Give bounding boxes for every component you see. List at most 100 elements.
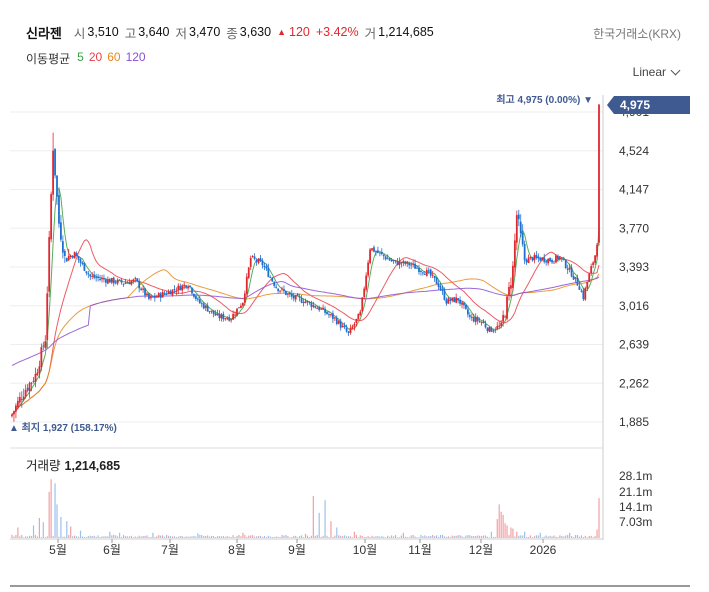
candle <box>486 327 489 332</box>
volume-bar <box>56 504 58 538</box>
volume-bar <box>201 535 203 538</box>
candle <box>508 286 510 296</box>
exchange-label: 한국거래소(KRX) <box>593 27 681 41</box>
candle <box>416 267 418 269</box>
candle <box>220 314 223 319</box>
volume-bar <box>183 537 185 538</box>
candle <box>79 259 82 263</box>
volume-bar <box>406 537 408 538</box>
volume-bar <box>396 537 399 538</box>
volume-bar <box>314 535 316 538</box>
y-tick-label: 1,885 <box>619 415 649 429</box>
volume-bar <box>220 536 222 538</box>
ma-5[interactable]: 5 <box>77 50 84 64</box>
candle <box>359 311 362 316</box>
candle <box>212 310 215 314</box>
candle <box>574 277 577 279</box>
volume-bar <box>64 536 66 538</box>
candle <box>382 254 385 257</box>
candle <box>449 299 452 302</box>
volume-bar <box>72 536 74 538</box>
candle <box>200 303 203 305</box>
candle <box>187 286 189 289</box>
volume-bar <box>385 537 387 538</box>
candle <box>557 255 559 260</box>
volume-bar <box>398 537 401 538</box>
scale-dropdown[interactable]: Linear <box>633 65 681 79</box>
candle <box>185 285 188 288</box>
candle <box>596 244 598 257</box>
volume-bar <box>482 535 485 538</box>
candle <box>114 282 117 284</box>
volume-bar <box>300 535 303 538</box>
ma-60[interactable]: 60 <box>107 50 121 64</box>
candle <box>476 317 479 322</box>
candle <box>18 396 21 403</box>
candle <box>101 278 103 280</box>
candle <box>331 313 334 319</box>
candle <box>445 299 448 304</box>
candle <box>44 341 47 348</box>
volume-bar <box>576 534 579 538</box>
volume-bar <box>230 536 232 538</box>
volume-bar <box>490 531 492 538</box>
volume-bar <box>173 536 176 538</box>
candle <box>11 414 13 417</box>
candle <box>322 307 325 310</box>
candle <box>32 380 35 382</box>
x-tick-label: 10월 <box>353 543 377 557</box>
candle <box>224 318 227 320</box>
candle <box>341 325 344 328</box>
volume-bar <box>269 536 271 538</box>
volume-bar <box>379 536 381 538</box>
volume-bar <box>75 536 78 538</box>
candle <box>271 277 274 282</box>
volume-bar <box>238 534 240 538</box>
candle <box>510 285 512 289</box>
candle <box>365 275 368 290</box>
volume-bar <box>524 531 526 538</box>
candle <box>286 293 289 295</box>
candle <box>118 279 121 281</box>
candle <box>75 253 78 256</box>
candle <box>531 257 534 261</box>
volume-bar <box>97 535 99 538</box>
candle <box>144 288 146 296</box>
volume-bar <box>347 536 350 538</box>
volume-bar <box>404 536 406 538</box>
x-tick-label: 12월 <box>469 543 493 557</box>
candle <box>555 255 557 263</box>
volume-bar <box>434 536 436 538</box>
candle <box>549 258 551 262</box>
volume-bar <box>310 535 312 538</box>
candle <box>169 291 172 295</box>
volume-tick-label: 28.1m <box>619 469 652 483</box>
ma-120[interactable]: 120 <box>125 50 146 64</box>
volume-bar <box>449 537 451 538</box>
candle <box>243 293 246 303</box>
moving-average-legend: 이동평균 5 20 60 120 <box>26 50 146 67</box>
candle <box>204 305 207 308</box>
candle <box>24 389 27 397</box>
candle <box>175 290 178 292</box>
volume-bar <box>353 531 356 538</box>
volume-bar <box>111 535 113 538</box>
volume-bar <box>36 536 39 538</box>
candle <box>236 308 238 316</box>
candle <box>273 282 276 286</box>
volume-bar <box>326 535 328 538</box>
volume-bar <box>289 537 291 538</box>
volume-bar <box>439 535 442 538</box>
volume-bar <box>267 535 269 538</box>
volume-bar <box>171 536 174 538</box>
volume-bar <box>205 535 207 538</box>
candle <box>193 293 195 297</box>
ma-20[interactable]: 20 <box>88 50 103 64</box>
candle <box>562 259 565 261</box>
volume-bar <box>582 536 584 538</box>
candle <box>294 295 297 300</box>
candle <box>465 304 467 309</box>
volume-bar <box>21 535 23 538</box>
volume-bar <box>240 536 242 538</box>
